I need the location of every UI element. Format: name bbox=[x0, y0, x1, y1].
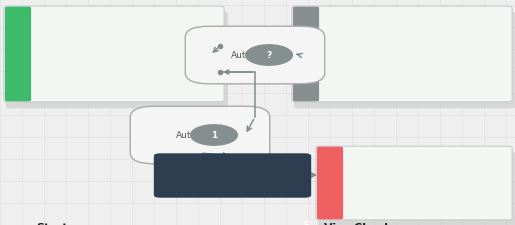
FancyBboxPatch shape bbox=[316, 146, 512, 220]
FancyBboxPatch shape bbox=[130, 106, 270, 164]
Text: Auto: Auto bbox=[231, 50, 251, 59]
Text: ?: ? bbox=[266, 50, 271, 59]
FancyBboxPatch shape bbox=[185, 26, 325, 84]
FancyBboxPatch shape bbox=[293, 7, 319, 101]
Text: Auto: Auto bbox=[176, 130, 197, 140]
FancyBboxPatch shape bbox=[318, 152, 515, 225]
Circle shape bbox=[191, 125, 237, 145]
Circle shape bbox=[246, 45, 293, 65]
FancyBboxPatch shape bbox=[4, 6, 224, 102]
FancyBboxPatch shape bbox=[6, 12, 228, 108]
Text: Visa Checks: Visa Checks bbox=[324, 223, 398, 225]
FancyBboxPatch shape bbox=[294, 12, 515, 108]
FancyBboxPatch shape bbox=[317, 147, 343, 219]
FancyBboxPatch shape bbox=[292, 6, 512, 102]
FancyBboxPatch shape bbox=[5, 7, 31, 101]
Text: E: E bbox=[303, 221, 309, 225]
Text: 1: 1 bbox=[211, 130, 217, 140]
Text: Start: Start bbox=[36, 223, 67, 225]
FancyBboxPatch shape bbox=[154, 153, 311, 198]
